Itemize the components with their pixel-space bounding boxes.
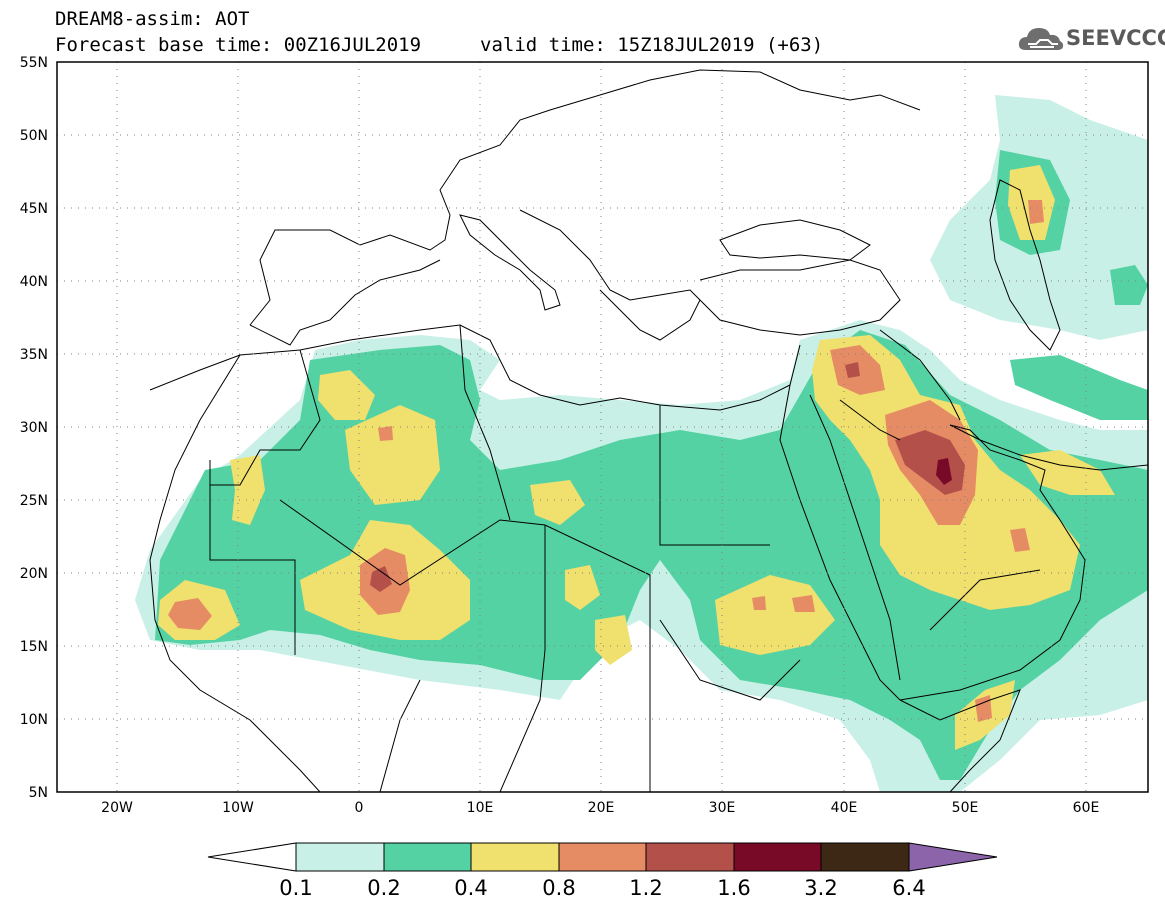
- seevccc-logo: SEEVCCC: [1018, 24, 1165, 56]
- map-title: DREAM8-assim: AOT: [55, 8, 250, 30]
- map-frame: [56, 61, 1149, 793]
- map-gridlines: [57, 62, 1148, 792]
- colorbar-label: 0.2: [367, 876, 400, 900]
- lat-tick-label: 20N: [20, 566, 48, 582]
- colorbar-swatch: [470, 842, 560, 872]
- colorbar-swatch: [383, 842, 472, 872]
- colorbar: 0.1 0.2 0.4 0.8 1.2 1.6 3.2 6.4: [207, 842, 998, 900]
- colorbar-label: 1.2: [629, 876, 662, 900]
- aot-map: 5N 10N 15N 20N 25N 30N 35N 40N 45N 50N 5…: [20, 55, 1149, 816]
- lon-tick-label: 40E: [831, 800, 858, 816]
- aot-level-1-6: [936, 458, 952, 485]
- lat-tick-label: 55N: [20, 55, 48, 71]
- colorbar-label: 6.4: [892, 876, 925, 900]
- colorbar-label: 0.4: [454, 876, 487, 900]
- colorbar-swatch: [645, 842, 735, 872]
- colorbar-label: 1.6: [717, 876, 750, 900]
- lon-tick-label: 0: [355, 800, 364, 816]
- colorbar-swatch: [733, 842, 822, 872]
- lat-tick-label: 15N: [20, 639, 48, 655]
- forecast-base-time: Forecast base time: 00Z16JUL2019: [55, 34, 422, 56]
- lat-tick-label: 35N: [20, 347, 48, 363]
- colorbar-low-arrow: [207, 842, 297, 872]
- colorbar-swatch: [820, 842, 910, 872]
- lat-tick-label: 50N: [20, 128, 48, 144]
- aot-field: [135, 69, 1148, 792]
- lat-tick-label: 30N: [20, 420, 48, 436]
- lon-tick-label: 50E: [952, 800, 979, 816]
- lon-tick-label: 20W: [101, 800, 133, 816]
- lat-tick-label: 10N: [20, 712, 48, 728]
- map-borders: [149, 69, 1148, 792]
- lon-tick-labels: 20W 10W 0 10E 20E 30E 40E 50E 60E: [101, 800, 1099, 816]
- colorbar-swatch: [295, 842, 385, 872]
- lat-tick-label: 5N: [29, 785, 48, 801]
- lat-tick-label: 45N: [20, 201, 48, 217]
- cloud-icon: [1018, 28, 1064, 50]
- logo-text: SEEVCCC: [1066, 26, 1165, 50]
- lon-tick-label: 60E: [1073, 800, 1100, 816]
- colorbar-label: 0.8: [542, 876, 575, 900]
- lon-tick-label: 10W: [222, 800, 254, 816]
- colorbar-label: 3.2: [804, 876, 837, 900]
- colorbar-high-arrow: [908, 842, 998, 872]
- lat-tick-label: 25N: [20, 493, 48, 509]
- colorbar-labels: 0.1 0.2 0.4 0.8 1.2 1.6 3.2 6.4: [279, 876, 925, 900]
- colorbar-swatch: [558, 842, 647, 872]
- lat-tick-labels: 5N 10N 15N 20N 25N 30N 35N 40N 45N 50N 5…: [20, 55, 48, 801]
- lon-tick-label: 20E: [588, 800, 615, 816]
- lon-tick-label: 10E: [467, 800, 494, 816]
- valid-time: valid time: 15Z18JUL2019 (+63): [480, 34, 824, 56]
- colorbar-label: 0.1: [279, 876, 312, 900]
- lat-tick-label: 40N: [20, 274, 48, 290]
- lon-tick-label: 30E: [709, 800, 736, 816]
